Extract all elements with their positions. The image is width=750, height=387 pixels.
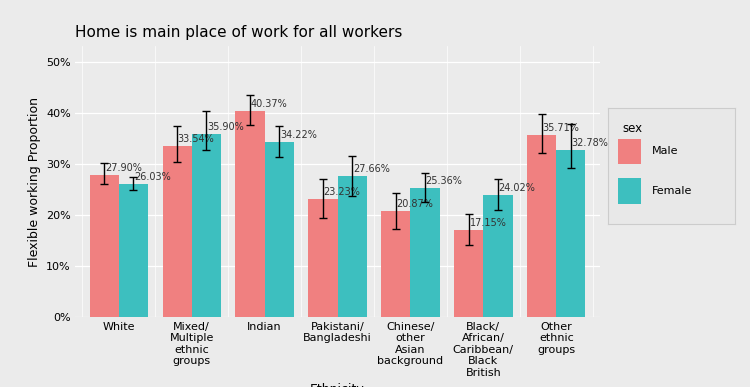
Text: 27.66%: 27.66% bbox=[352, 164, 390, 174]
Bar bbox=[338, 176, 367, 317]
Bar bbox=[265, 142, 294, 317]
Text: Female: Female bbox=[652, 186, 692, 196]
Text: 35.90%: 35.90% bbox=[207, 122, 244, 132]
Text: 33.54%: 33.54% bbox=[178, 134, 214, 144]
Bar bbox=[236, 111, 265, 317]
Text: 26.03%: 26.03% bbox=[134, 172, 171, 182]
Y-axis label: Flexible working Proportion: Flexible working Proportion bbox=[28, 97, 40, 267]
Text: 20.87%: 20.87% bbox=[397, 199, 433, 209]
Bar bbox=[454, 229, 483, 317]
Bar bbox=[118, 184, 148, 317]
FancyBboxPatch shape bbox=[618, 178, 640, 204]
Bar bbox=[163, 146, 192, 317]
Text: Home is main place of work for all workers: Home is main place of work for all worke… bbox=[75, 25, 402, 40]
Bar bbox=[556, 150, 586, 317]
Bar bbox=[527, 135, 556, 317]
Text: 32.78%: 32.78% bbox=[572, 138, 608, 148]
X-axis label: Ethnicity: Ethnicity bbox=[310, 384, 364, 387]
Text: 23.23%: 23.23% bbox=[324, 187, 361, 197]
Bar bbox=[308, 199, 338, 317]
Text: Male: Male bbox=[652, 146, 679, 156]
Text: 27.90%: 27.90% bbox=[105, 163, 142, 173]
Bar bbox=[192, 134, 220, 317]
Text: 24.02%: 24.02% bbox=[499, 183, 536, 192]
Bar bbox=[483, 195, 512, 317]
Text: 25.36%: 25.36% bbox=[426, 176, 463, 186]
Text: 17.15%: 17.15% bbox=[470, 217, 506, 228]
Bar bbox=[410, 188, 440, 317]
Bar bbox=[381, 211, 410, 317]
Text: sex: sex bbox=[622, 122, 643, 135]
Text: 35.71%: 35.71% bbox=[542, 123, 579, 133]
Bar bbox=[89, 175, 118, 317]
Text: 34.22%: 34.22% bbox=[280, 130, 316, 140]
FancyBboxPatch shape bbox=[618, 139, 640, 164]
Text: 40.37%: 40.37% bbox=[251, 99, 287, 109]
